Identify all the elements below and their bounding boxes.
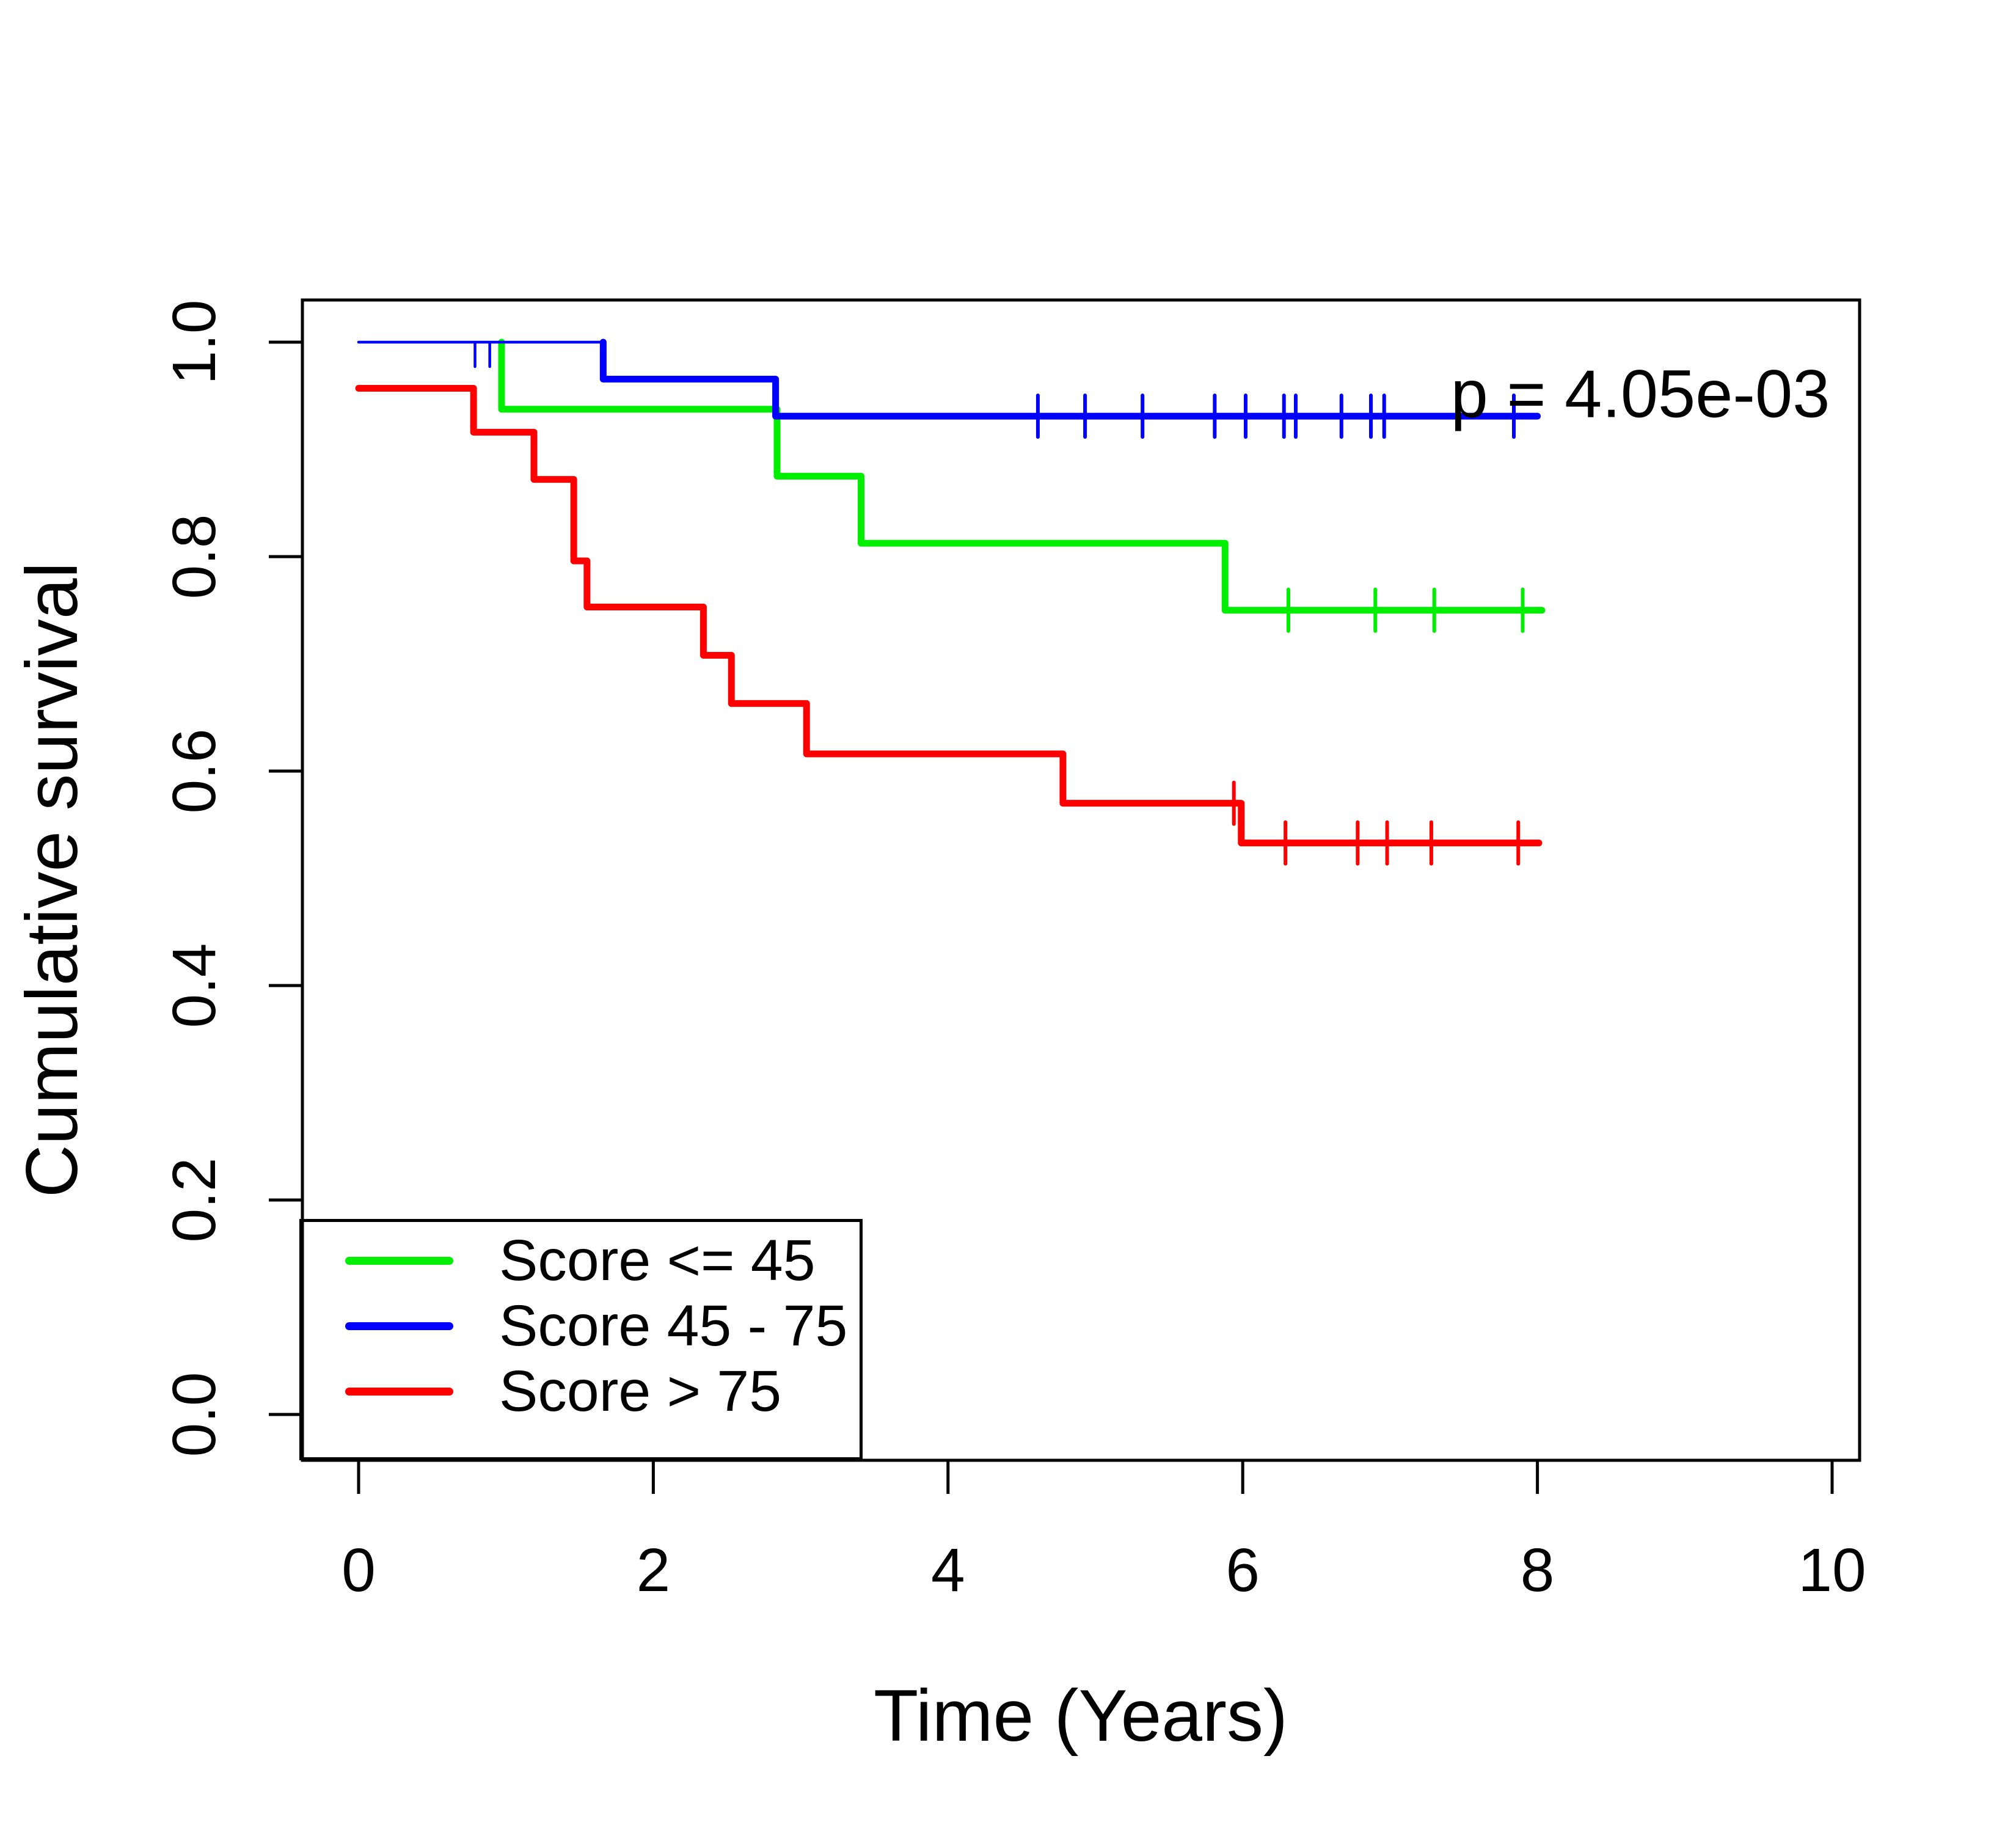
x-tick-label: 10 bbox=[1798, 1536, 1866, 1604]
plot-box bbox=[301, 298, 1861, 1462]
legend: Score <= 45 Score 45 - 75 Score > 75 bbox=[299, 1219, 863, 1460]
legend-label: Score <= 45 bbox=[499, 1228, 816, 1293]
x-tick-label: 8 bbox=[1521, 1536, 1555, 1604]
legend-item: Score 45 - 75 bbox=[302, 1295, 860, 1356]
legend-line-green bbox=[345, 1257, 453, 1265]
y-tick-label: 1.0 bbox=[160, 299, 228, 384]
curve-score-gt-75 bbox=[355, 384, 1543, 847]
x-axis-title: Time (Years) bbox=[874, 1675, 1288, 1757]
legend-item: Score > 75 bbox=[302, 1361, 860, 1422]
y-tick-label: 0.4 bbox=[160, 943, 228, 1028]
x-tick-label: 2 bbox=[637, 1536, 671, 1604]
y-tick-label: 0.2 bbox=[160, 1157, 228, 1242]
curve-score-le-45 bbox=[498, 338, 1546, 614]
x-tick-label: 0 bbox=[341, 1536, 376, 1604]
y-tick-label: 0.0 bbox=[160, 1372, 228, 1457]
curve-score-45-75 bbox=[599, 338, 1541, 420]
p-value-annotation: p = 4.05e-03 bbox=[1450, 356, 1830, 432]
x-tick-label: 6 bbox=[1225, 1536, 1260, 1604]
legend-line-red bbox=[345, 1388, 453, 1396]
x-tick-label: 4 bbox=[931, 1536, 965, 1604]
legend-line-blue bbox=[345, 1322, 453, 1330]
y-tick-label: 0.8 bbox=[160, 514, 228, 599]
y-tick-label: 0.6 bbox=[160, 728, 228, 813]
legend-item: Score <= 45 bbox=[302, 1230, 860, 1291]
legend-label: Score > 75 bbox=[499, 1359, 782, 1424]
legend-label: Score 45 - 75 bbox=[499, 1293, 848, 1358]
y-axis-title: Cumulative survival bbox=[11, 562, 93, 1198]
